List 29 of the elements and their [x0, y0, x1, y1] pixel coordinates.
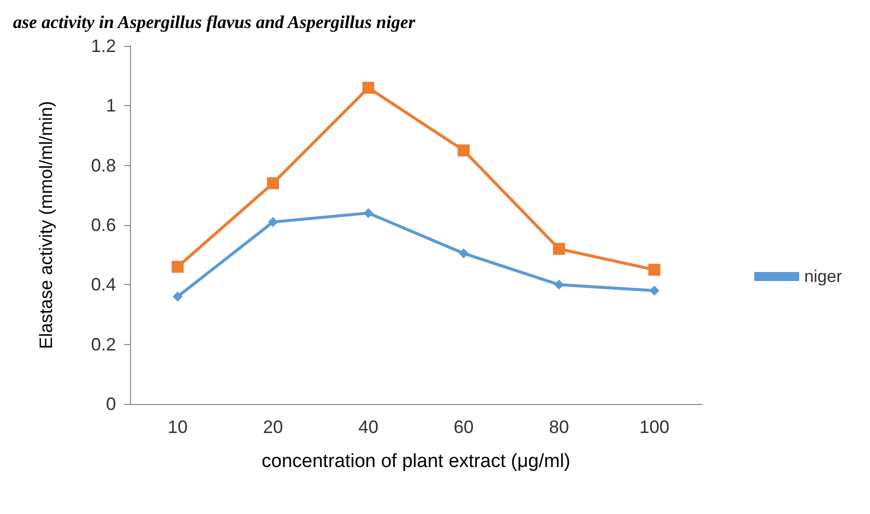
point — [648, 264, 660, 276]
y-tick-label: 1 — [106, 96, 116, 116]
y-tick-label: 0.2 — [90, 334, 116, 354]
point — [172, 292, 183, 302]
x-tick-label: 100 — [639, 417, 670, 437]
y-tick-label: 0.6 — [90, 215, 116, 235]
y-tick-label: 0.4 — [90, 274, 116, 295]
y-axis-title: Elastase activity (mmol/ml/min) — [36, 100, 56, 350]
point — [458, 144, 470, 156]
y-tick-label: 0 — [106, 394, 116, 414]
point — [362, 82, 374, 94]
legend-label: niger — [804, 267, 842, 286]
x-tick-label: 20 — [262, 417, 284, 437]
x-axis-title: concentration of plant extract (μg/ml) — [262, 451, 570, 472]
point — [649, 286, 660, 296]
point — [363, 208, 374, 218]
y-tick-label: 0.8 — [90, 155, 116, 176]
point — [458, 248, 469, 258]
point — [267, 177, 279, 190]
point — [553, 242, 565, 255]
x-tick-label: 10 — [168, 417, 188, 437]
x-tick-label: 60 — [454, 417, 474, 437]
chart-title: ase activity in Aspergillus flavus and Aspergillus niger — [13, 12, 416, 32]
y-tick-label: 1.2 — [90, 36, 116, 56]
point — [268, 217, 278, 228]
point — [172, 260, 184, 273]
x-tick-label: 40 — [358, 417, 378, 437]
x-tick-label: 80 — [548, 417, 570, 437]
point — [554, 280, 564, 290]
